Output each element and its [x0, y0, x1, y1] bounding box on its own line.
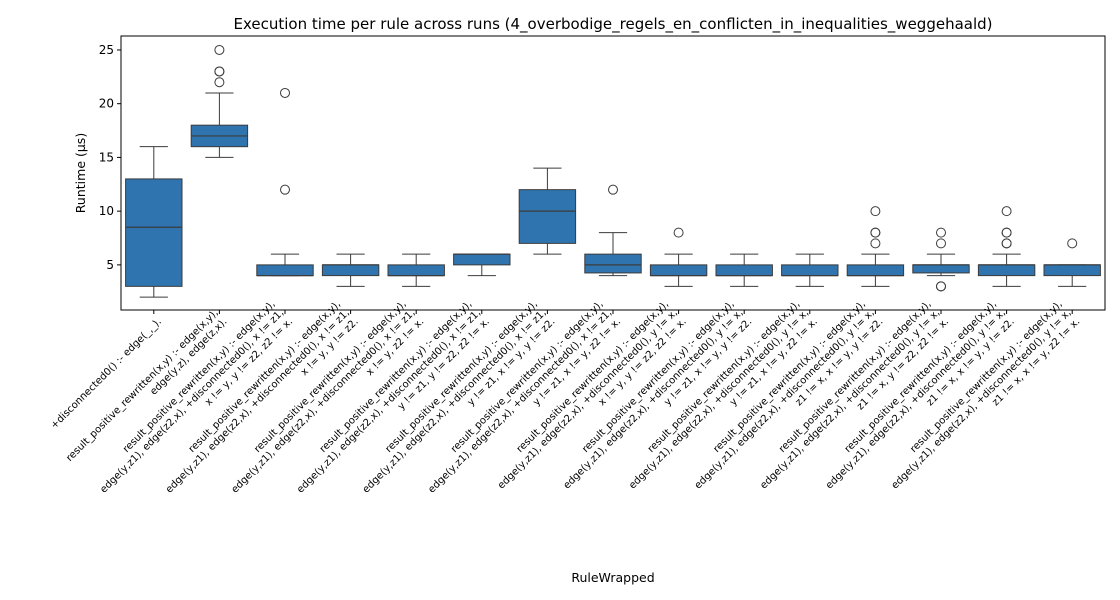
box-iqr [715, 264, 773, 277]
y-tick-label: 10 [99, 204, 114, 218]
box-iqr [584, 253, 642, 274]
box-group [453, 253, 511, 277]
box-group [649, 227, 708, 287]
box-group [190, 44, 249, 158]
outlier-point [870, 227, 881, 238]
box-iqr [453, 253, 511, 266]
outlier-point [1001, 227, 1012, 238]
box-group [584, 184, 642, 277]
outlier-point [214, 77, 225, 88]
outlier-point [936, 281, 946, 292]
box-group [912, 227, 970, 292]
outlier-point [870, 238, 881, 249]
y-tick-label: 5 [106, 258, 114, 272]
y-axis-label: Runtime (µs) [73, 133, 88, 213]
outlier-point [870, 206, 881, 217]
box-group [977, 206, 1036, 287]
box-group [518, 167, 577, 255]
box-group [321, 253, 380, 287]
y-tick-label: 15 [99, 150, 114, 164]
box-group [125, 146, 183, 298]
box-group [781, 253, 839, 287]
box-group [387, 253, 445, 287]
box-iqr [912, 264, 970, 274]
box-iqr [977, 264, 1036, 277]
box-group [1043, 238, 1101, 287]
plot-area [125, 44, 1101, 298]
y-tick-label: 25 [99, 43, 114, 57]
x-axis-label: RuleWrapped [571, 570, 654, 585]
chart-title: Execution time per rule across runs (4_o… [233, 15, 992, 34]
outlier-point [1001, 238, 1012, 249]
box-iqr [125, 178, 183, 287]
outlier-point [608, 184, 618, 195]
box-iqr [846, 264, 905, 277]
box-group [256, 87, 314, 277]
y-tick-label: 20 [99, 97, 114, 111]
outlier-point [1001, 206, 1012, 217]
outlier-point [214, 66, 225, 77]
x-axis: +disconnected0() :- edge(_,_).result_pos… [49, 299, 1082, 496]
y-axis: 5 10 15 20 25 [99, 43, 121, 272]
outlier-point [280, 184, 290, 195]
box-iqr [518, 189, 577, 244]
box-group [846, 206, 905, 287]
outlier-point [280, 87, 290, 98]
box-iqr [1043, 264, 1101, 277]
box-iqr [321, 264, 380, 277]
box-iqr [781, 264, 839, 277]
box-iqr [649, 264, 708, 277]
outlier-point [936, 238, 946, 249]
outlier-point [673, 227, 684, 238]
box-iqr [256, 264, 314, 277]
outlier-point [1067, 238, 1078, 249]
box-iqr [387, 264, 445, 277]
box-group [715, 253, 773, 287]
outlier-point [936, 227, 946, 238]
outlier-point [214, 44, 225, 55]
